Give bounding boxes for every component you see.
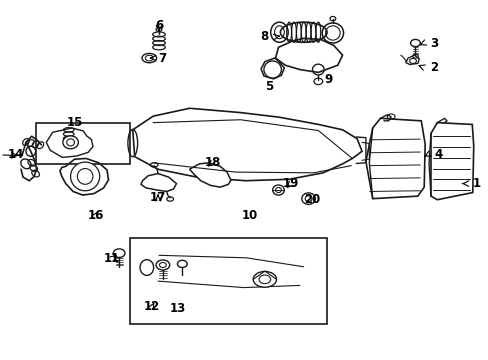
Text: 17: 17: [150, 192, 166, 204]
Text: 14: 14: [7, 148, 24, 161]
Bar: [130, 238, 326, 324]
Ellipse shape: [272, 185, 284, 195]
Text: 15: 15: [66, 116, 82, 129]
Ellipse shape: [70, 162, 100, 191]
Polygon shape: [141, 174, 176, 192]
Polygon shape: [405, 55, 419, 64]
Polygon shape: [365, 118, 424, 199]
Text: 20: 20: [304, 193, 320, 206]
Polygon shape: [189, 163, 230, 187]
Text: 7: 7: [158, 51, 166, 64]
Text: 12: 12: [144, 300, 160, 313]
Ellipse shape: [253, 271, 276, 287]
Text: 1: 1: [472, 177, 480, 190]
Text: 19: 19: [283, 177, 299, 190]
Text: 10: 10: [241, 210, 257, 222]
Text: 13: 13: [170, 302, 186, 315]
Ellipse shape: [113, 249, 125, 257]
Polygon shape: [60, 158, 108, 195]
Text: 5: 5: [264, 80, 273, 93]
Text: 8: 8: [260, 30, 268, 43]
Text: 18: 18: [204, 156, 220, 169]
Polygon shape: [275, 39, 342, 72]
Bar: [36, 123, 130, 164]
Polygon shape: [132, 108, 361, 181]
Ellipse shape: [142, 53, 156, 63]
Ellipse shape: [156, 260, 169, 270]
Text: 9: 9: [324, 73, 332, 86]
Text: 2: 2: [429, 60, 437, 73]
Text: 4: 4: [434, 148, 442, 161]
Polygon shape: [430, 123, 473, 200]
Text: 6: 6: [155, 19, 163, 32]
Ellipse shape: [177, 260, 187, 267]
Polygon shape: [143, 249, 314, 296]
Text: 11: 11: [103, 252, 120, 265]
Ellipse shape: [301, 193, 315, 204]
Polygon shape: [261, 58, 284, 79]
Text: 3: 3: [429, 37, 437, 50]
Polygon shape: [46, 128, 93, 157]
Ellipse shape: [62, 136, 78, 149]
Text: 16: 16: [87, 209, 104, 222]
